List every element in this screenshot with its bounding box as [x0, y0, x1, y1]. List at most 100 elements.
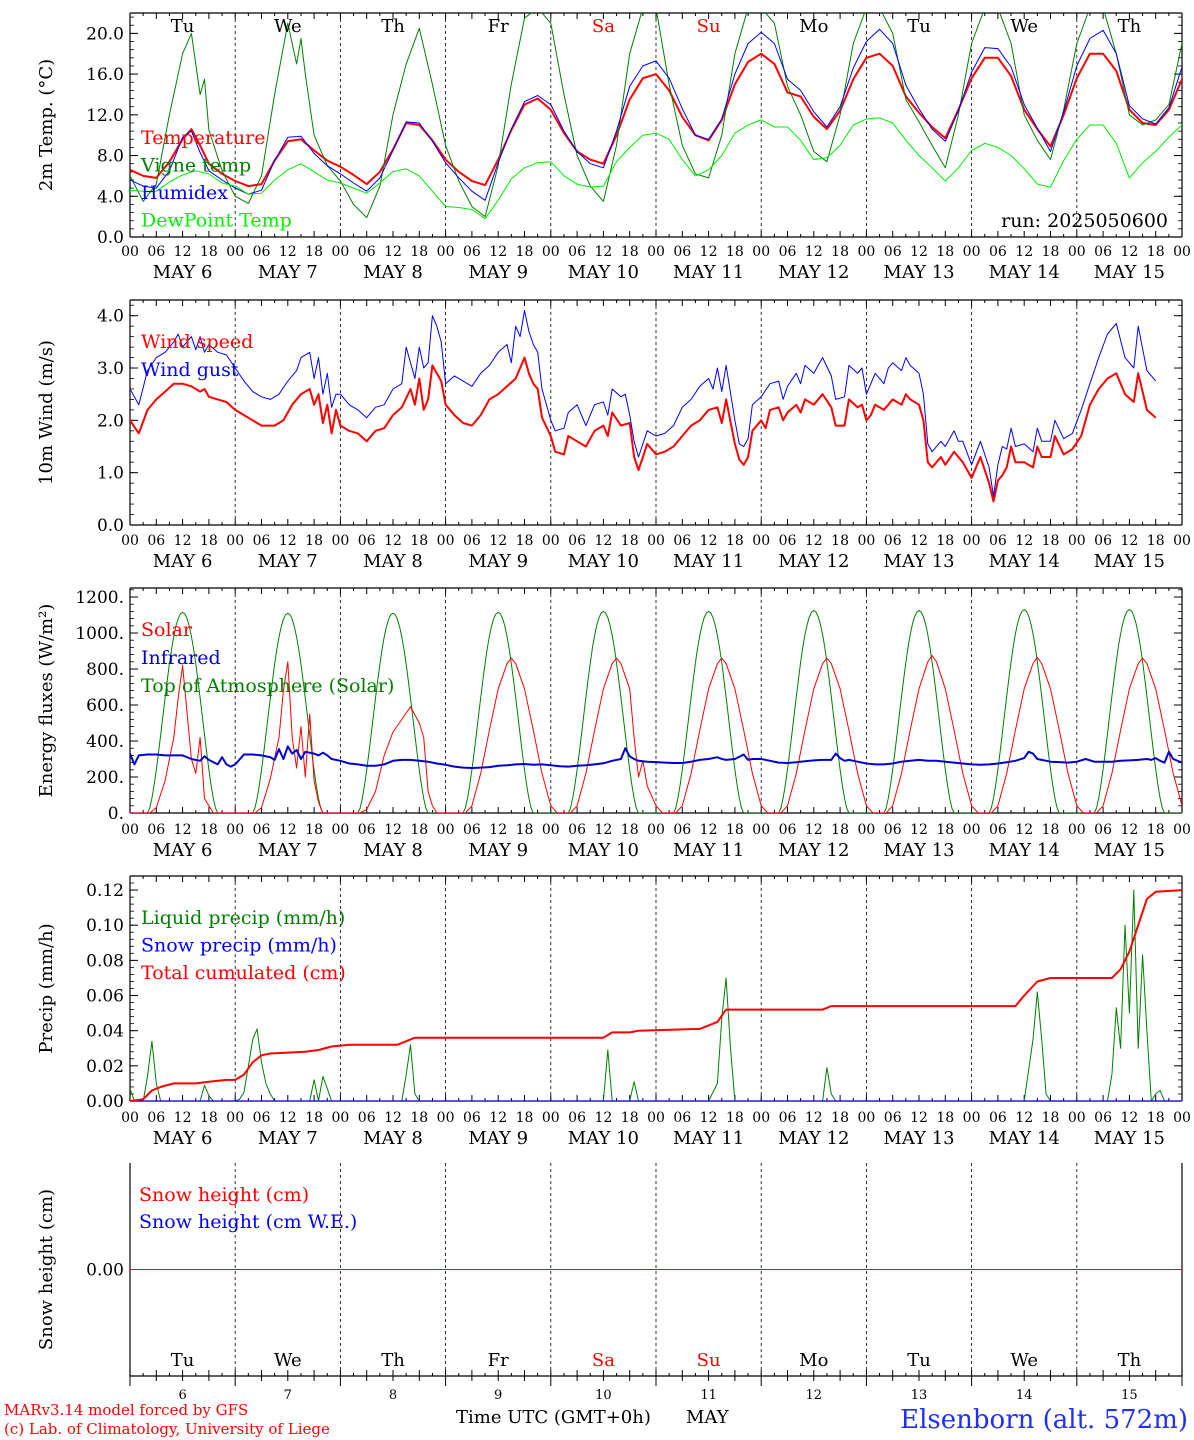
day-label: MAY 12	[778, 840, 849, 861]
hour-label: 12	[1015, 244, 1033, 260]
hour-label: 00	[437, 533, 455, 549]
y-tick-label: 400.	[86, 732, 124, 752]
hour-label: 00	[857, 1110, 875, 1126]
y-tick-label: 0.0	[97, 228, 124, 248]
series-line-2	[130, 28, 1182, 201]
hour-label: 18	[410, 244, 428, 260]
hour-label: 00	[121, 533, 139, 549]
y-tick-label: 4.0	[97, 187, 124, 207]
hour-label: 06	[253, 533, 271, 549]
weekday-label: Fr	[488, 1350, 509, 1371]
day-number-label: 8	[389, 1388, 397, 1403]
y-tick-label: 0.12	[86, 881, 124, 901]
hour-label: 18	[410, 533, 428, 549]
day-label: MAY 8	[363, 840, 423, 861]
legend-entry: Solar	[141, 619, 193, 641]
series-line-toa-solar	[130, 608, 1182, 813]
y-tick-label: 200.	[86, 768, 124, 788]
hour-label: 18	[831, 1110, 849, 1126]
wind-panel: 0.0 1.0 2.0 3.0 4.0 10m Wind (m/s) Wind speed W…	[36, 299, 1191, 572]
hour-label: 00	[542, 1110, 560, 1126]
x-axis-title: Time UTC (GMT+0h)	[456, 1407, 651, 1428]
hour-label: 18	[936, 822, 954, 838]
hour-label: 12	[489, 533, 507, 549]
legend-entry: Infrared	[141, 647, 221, 669]
hour-label: 06	[779, 533, 797, 549]
hour-label: 18	[1147, 822, 1165, 838]
hour-label: 12	[805, 533, 823, 549]
hour-label: 00	[1173, 533, 1191, 549]
day-label: MAY 12	[778, 551, 849, 572]
y-tick-label: 1.0	[97, 464, 124, 484]
hour-label: 12	[594, 244, 612, 260]
y-axis-label: Energy fluxes (W/m²)	[36, 604, 57, 798]
y-tick-label: 0.04	[86, 1022, 124, 1042]
hour-label: 12	[1120, 822, 1138, 838]
hour-label: 06	[568, 533, 586, 549]
hour-label: 06	[253, 822, 271, 838]
hour-label: 00	[647, 822, 665, 838]
hour-label: 06	[358, 533, 376, 549]
hour-label: 12	[594, 1110, 612, 1126]
hour-label: 12	[384, 822, 402, 838]
hour-label: 00	[542, 822, 560, 838]
day-label: MAY 11	[673, 551, 744, 572]
station-name: Elsenborn (alt. 572m)	[900, 1405, 1188, 1435]
hour-label: 12	[384, 533, 402, 549]
hour-label: 12	[700, 1110, 718, 1126]
day-label: MAY 10	[568, 1128, 639, 1149]
y-tick-label: 0.02	[86, 1057, 124, 1077]
hour-label: 18	[726, 822, 744, 838]
day-label: MAY 14	[989, 840, 1060, 861]
day-label: MAY 15	[1094, 262, 1165, 283]
hour-label: 18	[516, 533, 534, 549]
hour-label: 06	[568, 822, 586, 838]
hour-label: 06	[989, 1110, 1007, 1126]
legend-entry: Vigne temp	[140, 155, 251, 177]
hour-label: 18	[726, 1110, 744, 1126]
legend-entry: Wind speed	[141, 331, 253, 353]
day-number-label: 12	[806, 1388, 823, 1403]
hour-label: 06	[147, 822, 165, 838]
day-label: MAY 11	[673, 1128, 744, 1149]
hour-label: 06	[989, 244, 1007, 260]
hour-label: 12	[384, 1110, 402, 1126]
day-label: MAY 11	[673, 840, 744, 861]
hour-label: 18	[305, 244, 323, 260]
day-label: MAY 13	[883, 551, 954, 572]
hour-label: 12	[1015, 1110, 1033, 1126]
series-line-1	[130, 310, 1157, 497]
day-label: MAY 13	[883, 840, 954, 861]
model-credit: MARv3.14 model forced by GFS	[4, 1401, 248, 1419]
hour-label: 12	[910, 1110, 928, 1126]
weekday-label: Mo	[799, 16, 828, 37]
hour-label: 00	[331, 244, 349, 260]
hour-label: 18	[1042, 822, 1060, 838]
day-number-label: 7	[284, 1388, 292, 1403]
y-axis-label: 10m Wind (m/s)	[36, 340, 57, 485]
y-tick-label: 800.	[86, 660, 124, 680]
hour-label: 18	[516, 244, 534, 260]
hour-label: 06	[1094, 1110, 1112, 1126]
legend-entry: Snow height (cm W.E.)	[139, 1211, 357, 1233]
y-tick-label: 3.0	[97, 359, 124, 379]
weekday-label: Th	[1118, 16, 1142, 37]
hour-label: 18	[831, 244, 849, 260]
hour-label: 00	[1173, 1110, 1191, 1126]
hour-label: 00	[226, 244, 244, 260]
hour-label: 00	[752, 1110, 770, 1126]
hour-label: 00	[647, 533, 665, 549]
hour-label: 18	[516, 1110, 534, 1126]
hour-label: 12	[174, 533, 192, 549]
legend-entry: Snow precip (mm/h)	[141, 935, 337, 957]
legend-entry: Snow height (cm)	[139, 1184, 309, 1206]
y-tick-label: 0.08	[86, 951, 124, 971]
hour-label: 00	[752, 244, 770, 260]
hour-label: 18	[1042, 244, 1060, 260]
y-tick-label: 20.0	[86, 24, 124, 44]
hour-label: 12	[279, 1110, 297, 1126]
day-label: MAY 13	[883, 1128, 954, 1149]
hour-label: 12	[910, 244, 928, 260]
run-annotation: run: 2025050600	[1001, 210, 1168, 232]
day-label: MAY 10	[568, 840, 639, 861]
